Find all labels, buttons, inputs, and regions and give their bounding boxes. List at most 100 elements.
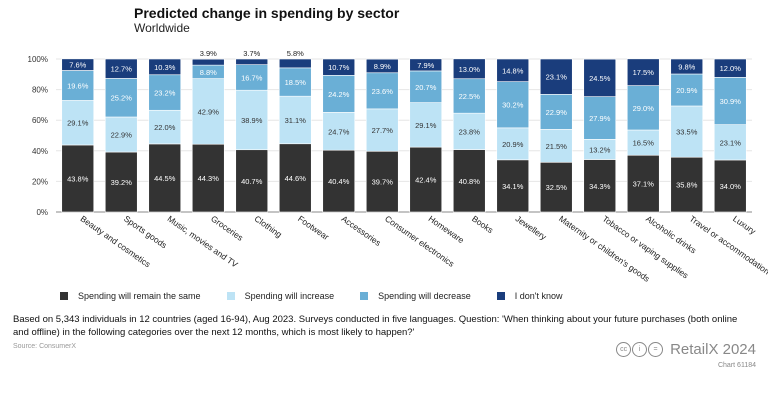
bar-segment (235, 89, 269, 151)
legend-swatch-increase (226, 292, 235, 300)
bar-segment (713, 159, 747, 213)
data-label: 22.5% (459, 92, 481, 101)
data-label: 21.5% (546, 142, 568, 151)
bar-segment (452, 149, 486, 213)
legend-item-decrease: Spending will decrease (360, 291, 471, 301)
data-label: 7.9% (417, 61, 434, 70)
legend-label-increase: Spending will increase (244, 291, 335, 301)
y-tick-label: 40% (32, 147, 48, 156)
bar-segment (670, 58, 704, 75)
bar-segment (539, 94, 573, 130)
legend-swatch-dont-know (496, 292, 505, 300)
data-label: 30.9% (720, 97, 742, 106)
x-tick-label: Jewellery (514, 213, 549, 242)
bar-segment (322, 58, 356, 76)
bar-segment (409, 146, 443, 213)
data-label: 23.1% (720, 138, 742, 147)
bar-segment (626, 154, 660, 213)
data-label: 35.8% (676, 181, 698, 190)
bar-segment (365, 58, 399, 74)
bar-segment (235, 58, 269, 65)
data-label: 40.7% (241, 177, 263, 186)
bar-segment (626, 85, 660, 131)
data-label: 22.9% (546, 108, 568, 117)
y-tick-label: 0% (36, 208, 48, 217)
data-label: 22.9% (111, 131, 133, 140)
bar-segment (61, 58, 95, 71)
bar-segment (278, 95, 312, 145)
bar-segment (278, 67, 312, 97)
bar-segment (496, 127, 530, 161)
data-label: 23.2% (154, 89, 176, 98)
stacked-bar-chart: 0%20%40%60%80%100%43.8%29.1%19.6%7.6%Bea… (28, 49, 768, 284)
data-label: 22.0% (154, 123, 176, 132)
data-label: 3.9% (200, 49, 217, 58)
brand-name: RetailX 2024 (670, 341, 756, 358)
x-tick-label: Books (470, 213, 495, 235)
data-label: 40.4% (328, 177, 350, 186)
bar-segment (148, 109, 182, 145)
bar-segment (104, 116, 138, 153)
bar-segment (670, 156, 704, 213)
legend-item-remain: Spending will remain the same (60, 291, 201, 301)
data-label: 42.9% (198, 107, 220, 116)
bar-segment (626, 58, 660, 86)
bar-segment (539, 129, 573, 163)
data-label: 23.6% (372, 87, 394, 96)
x-tick-label: Luxury (731, 213, 758, 236)
data-label: 8.8% (200, 68, 217, 77)
bar-segment (365, 150, 399, 213)
data-label: 24.5% (589, 74, 611, 83)
bar-segment (104, 78, 138, 118)
data-label: 23.8% (459, 127, 481, 136)
data-label: 14.8% (502, 66, 524, 75)
chart-title: Predicted change in spending by sector (134, 5, 400, 21)
data-label: 20.9% (676, 86, 698, 95)
data-label: 10.7% (328, 63, 350, 72)
bar-segment (365, 108, 399, 152)
bar-segment (452, 78, 486, 114)
brand-block: cc i = RetailX 2024 (616, 341, 756, 358)
data-label: 34.1% (502, 182, 524, 191)
x-tick-label: Music, movies and TV (166, 213, 240, 269)
legend-label-remain: Spending will remain the same (78, 291, 201, 301)
data-label: 17.5% (633, 68, 655, 77)
legend-item-dont-know: I don't know (496, 291, 562, 301)
data-label: 32.5% (546, 183, 568, 192)
data-label: 44.3% (198, 174, 220, 183)
legend-swatch-remain (60, 292, 68, 300)
data-label: 16.7% (241, 73, 263, 82)
data-label: 29.1% (67, 119, 89, 128)
legend-item-increase: Spending will increase (226, 291, 335, 301)
bar-segment (670, 73, 704, 107)
bar-segment (148, 58, 182, 76)
data-label: 43.8% (67, 174, 89, 183)
legend-label-decrease: Spending will decrease (378, 291, 471, 301)
data-label: 37.1% (633, 180, 655, 189)
data-label: 29.0% (633, 104, 655, 113)
data-label: 34.3% (589, 182, 611, 191)
data-label: 39.7% (372, 178, 394, 187)
bar-segment (626, 129, 660, 156)
data-label: 31.1% (285, 116, 307, 125)
x-tick-label: Clothing (253, 213, 285, 239)
bar-segment (583, 96, 617, 140)
bar-segment (713, 58, 747, 78)
data-label: 10.3% (154, 63, 176, 72)
data-label: 33.5% (676, 128, 698, 137)
data-label: 29.1% (415, 121, 437, 130)
y-tick-label: 100% (28, 55, 48, 64)
bar-segment (278, 143, 312, 213)
bar-segment (61, 100, 95, 146)
bar-segment (148, 74, 182, 111)
bar-segment (191, 58, 225, 66)
legend-swatch-decrease (360, 292, 369, 300)
data-label: 18.5% (285, 78, 307, 87)
data-label: 8.9% (374, 62, 391, 71)
data-label: 3.7% (243, 49, 260, 58)
data-label: 13.2% (589, 145, 611, 154)
chart-subtitle: Worldwide (134, 21, 190, 35)
data-label: 7.6% (69, 61, 86, 70)
data-label: 34.0% (720, 182, 742, 191)
bar-segment (539, 58, 573, 95)
